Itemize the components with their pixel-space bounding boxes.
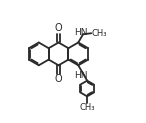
Text: CH₃: CH₃ [79,103,95,112]
Text: HN: HN [75,28,88,37]
Text: HN: HN [75,71,88,80]
Text: CH₃: CH₃ [92,29,107,38]
Text: O: O [55,74,62,84]
Text: O: O [55,23,62,33]
